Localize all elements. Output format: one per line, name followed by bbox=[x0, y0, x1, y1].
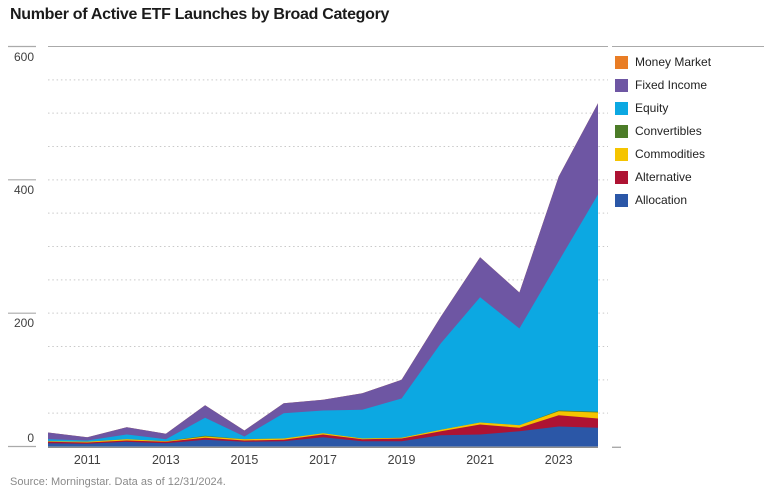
chart-title: Number of Active ETF Launches by Broad C… bbox=[10, 6, 390, 23]
legend-label: Allocation bbox=[635, 193, 688, 207]
legend-label: Alternative bbox=[635, 170, 692, 184]
legend-item-equity: Equity bbox=[612, 101, 764, 115]
legend-item-fixed-income: Fixed Income bbox=[612, 78, 764, 92]
x-axis-label: 2019 bbox=[387, 453, 416, 467]
legend-item-allocation: Allocation bbox=[612, 193, 764, 207]
legend-label: Equity bbox=[635, 101, 669, 115]
legend-swatch-icon bbox=[615, 193, 628, 207]
x-axis-label: 2015 bbox=[230, 453, 259, 467]
area-equity bbox=[48, 194, 598, 447]
x-axis-label: 2017 bbox=[309, 453, 337, 467]
x-axis-label: 2023 bbox=[544, 453, 573, 467]
y-axis-label: 600 bbox=[13, 49, 34, 64]
legend-swatch-icon bbox=[615, 124, 628, 138]
source-note: Source: Morningstar. Data as of 12/31/20… bbox=[10, 476, 226, 488]
legend-item-alternative: Alternative bbox=[612, 170, 764, 184]
legend-swatch-icon bbox=[615, 55, 628, 69]
legend-label: Money Market bbox=[635, 55, 712, 69]
y-axis-label: 0 bbox=[27, 430, 34, 445]
legend-swatch-icon bbox=[615, 101, 628, 115]
x-axis-label: 2013 bbox=[151, 453, 180, 467]
legend-item-money-market: Money Market bbox=[612, 55, 764, 69]
x-axis-label: 2021 bbox=[466, 453, 495, 467]
legend-item-commodities: Commodities bbox=[612, 147, 764, 161]
y-axis-label: 400 bbox=[13, 182, 34, 197]
legend-label: Convertibles bbox=[635, 124, 702, 138]
legend-item-convertibles: Convertibles bbox=[612, 124, 764, 138]
legend-swatch-icon bbox=[615, 170, 628, 184]
area-allocation bbox=[48, 426, 598, 447]
legend-label: Commodities bbox=[635, 147, 706, 161]
x-axis-label: 2011 bbox=[73, 453, 101, 467]
legend-swatch-icon bbox=[615, 78, 628, 92]
legend: Money Market Fixed Income Equity Convertibl… bbox=[612, 46, 764, 207]
legend-label: Fixed Income bbox=[635, 78, 708, 92]
legend-swatch-icon bbox=[615, 147, 628, 161]
y-axis-label: 200 bbox=[13, 316, 34, 331]
